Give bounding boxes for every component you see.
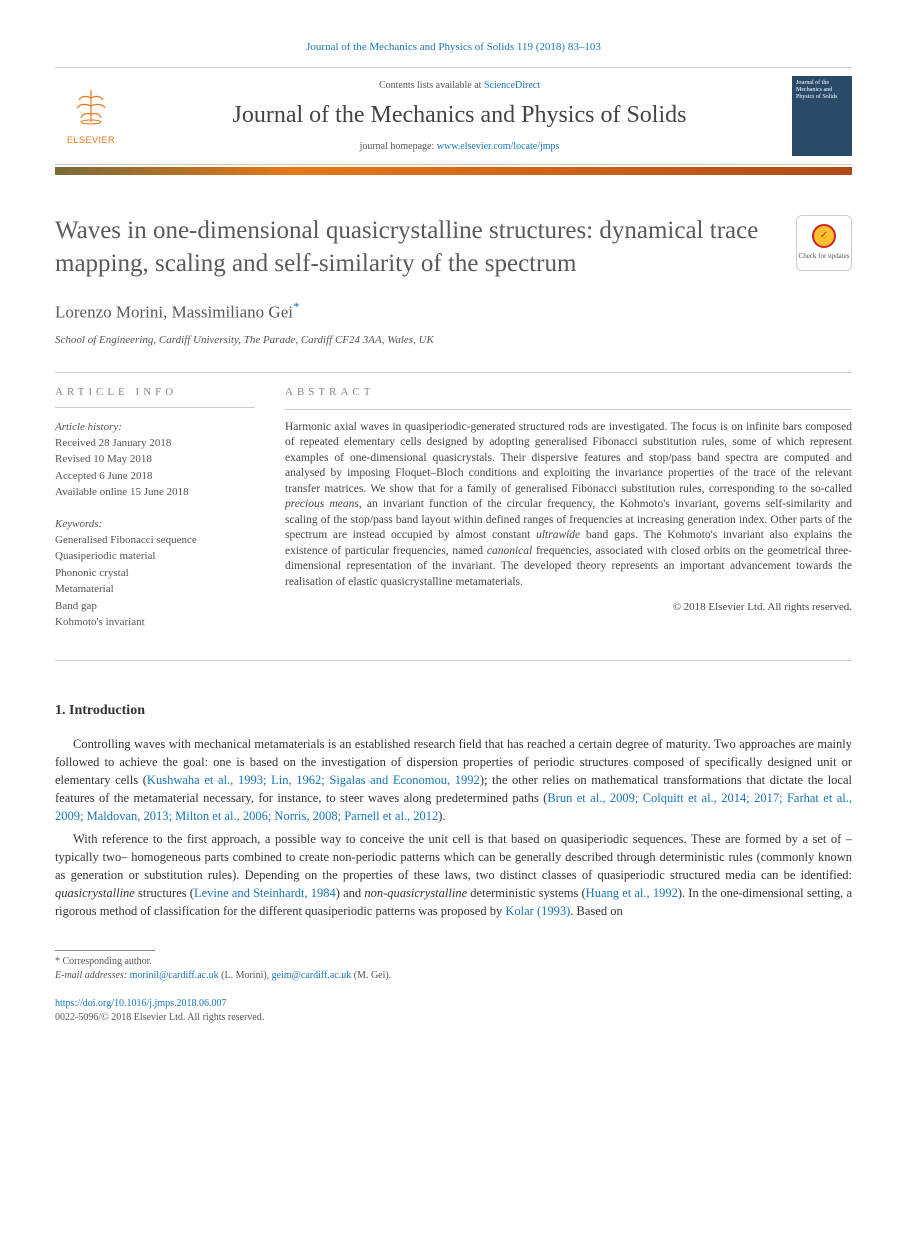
email-link[interactable]: morinil@cardiff.ac.uk bbox=[130, 970, 219, 981]
abs-em: ultrawide bbox=[536, 529, 580, 541]
intro-para-1: Controlling waves with mechanical metama… bbox=[55, 735, 852, 826]
keyword: Metamaterial bbox=[55, 582, 255, 597]
intro-para-2: With reference to the first approach, a … bbox=[55, 830, 852, 921]
citation-link[interactable]: Journal of the Mechanics and Physics of … bbox=[306, 41, 601, 53]
abs-em: canonical bbox=[487, 545, 532, 557]
p1-text: ). bbox=[438, 809, 445, 823]
journal-title: Journal of the Mechanics and Physics of … bbox=[127, 99, 792, 133]
elsevier-tree-icon bbox=[71, 86, 111, 132]
sciencedirect-link[interactable]: ScienceDirect bbox=[484, 80, 540, 91]
citation-bar: Journal of the Mechanics and Physics of … bbox=[55, 40, 852, 67]
p2-text: ) and bbox=[336, 886, 365, 900]
doi-link[interactable]: https://doi.org/10.1016/j.jmps.2018.06.0… bbox=[55, 998, 227, 1009]
abstract-copyright: © 2018 Elsevier Ltd. All rights reserved… bbox=[285, 600, 852, 615]
info-rule bbox=[55, 407, 255, 408]
abs-em: precious means bbox=[285, 498, 359, 510]
cover-thumb-title: Journal of the Mechanics and Physics of … bbox=[796, 80, 848, 100]
article-title: Waves in one-dimensional quasicrystallin… bbox=[55, 215, 776, 280]
citation-link[interactable]: Kolar (1993) bbox=[505, 904, 570, 918]
abs-part: Harmonic axial waves in quasiperiodic-ge… bbox=[285, 421, 852, 495]
abstract-text: Harmonic axial waves in quasiperiodic-ge… bbox=[285, 409, 852, 591]
abstract-label: ABSTRACT bbox=[285, 385, 852, 400]
article-history: Article history: Received 28 January 201… bbox=[55, 420, 255, 501]
page-footer: https://doi.org/10.1016/j.jmps.2018.06.0… bbox=[55, 997, 852, 1025]
p2-em: quasicrystalline bbox=[55, 886, 135, 900]
keyword: Band gap bbox=[55, 599, 255, 614]
intro-heading: 1. Introduction bbox=[55, 701, 852, 721]
corresponding-text: Corresponding author. bbox=[63, 956, 152, 967]
history-line: Available online 15 June 2018 bbox=[55, 485, 255, 500]
citation-link[interactable]: Huang et al., 1992 bbox=[586, 886, 678, 900]
introduction-section: 1. Introduction Controlling waves with m… bbox=[55, 701, 852, 920]
keywords-heading: Keywords: bbox=[55, 517, 255, 532]
email-name: (L. Morini), bbox=[221, 970, 269, 981]
history-heading: Article history: bbox=[55, 420, 255, 435]
masthead: ELSEVIER Contents lists available at Sci… bbox=[55, 67, 852, 165]
issn-copyright: 0022-5096/© 2018 Elsevier Ltd. All right… bbox=[55, 1011, 852, 1025]
homepage-prefix: journal homepage: bbox=[360, 141, 437, 152]
footnote-rule bbox=[55, 950, 155, 951]
gradient-bar bbox=[55, 167, 852, 175]
masthead-center: Contents lists available at ScienceDirec… bbox=[127, 79, 792, 155]
email-link[interactable]: geim@cardiff.ac.uk bbox=[272, 970, 352, 981]
elsevier-label: ELSEVIER bbox=[67, 134, 115, 147]
check-updates-label: Check for updates bbox=[799, 252, 850, 262]
affiliation: School of Engineering, Cardiff Universit… bbox=[55, 333, 776, 348]
info-top-rule bbox=[55, 372, 852, 373]
footnote-block: * Corresponding author. E-mail addresses… bbox=[55, 955, 852, 983]
email-line: E-mail addresses: morinil@cardiff.ac.uk … bbox=[55, 969, 852, 983]
check-updates-icon: ✓ bbox=[812, 224, 836, 248]
email-name: (M. Gei). bbox=[354, 970, 392, 981]
journal-homepage: journal homepage: www.elsevier.com/locat… bbox=[127, 140, 792, 154]
p2-text: . Based on bbox=[570, 904, 622, 918]
keyword: Phononic crystal bbox=[55, 566, 255, 581]
homepage-link[interactable]: www.elsevier.com/locate/jmps bbox=[437, 141, 560, 152]
emails-label: E-mail addresses: bbox=[55, 970, 127, 981]
keyword: Kohmoto's invariant bbox=[55, 615, 255, 630]
keyword: Quasiperiodic material bbox=[55, 549, 255, 564]
history-line: Accepted 6 June 2018 bbox=[55, 469, 255, 484]
astk-icon: * bbox=[55, 956, 63, 967]
info-bottom-rule bbox=[55, 660, 852, 661]
contents-prefix: Contents lists available at bbox=[379, 80, 484, 91]
citation-link[interactable]: Kushwaha et al., 1993; Lin, 1962; Sigala… bbox=[147, 773, 480, 787]
article-info-label: ARTICLE INFO bbox=[55, 385, 255, 400]
keyword: Generalised Fibonacci sequence bbox=[55, 533, 255, 548]
history-line: Revised 10 May 2018 bbox=[55, 452, 255, 467]
corresponding-marker: * bbox=[293, 299, 300, 314]
p2-text: With reference to the first approach, a … bbox=[55, 832, 852, 882]
author-names: Lorenzo Morini, Massimiliano Gei bbox=[55, 303, 293, 322]
journal-cover-thumbnail[interactable]: Journal of the Mechanics and Physics of … bbox=[792, 76, 852, 156]
check-updates-button[interactable]: ✓ Check for updates bbox=[796, 215, 852, 271]
history-line: Received 28 January 2018 bbox=[55, 436, 255, 451]
author-list: Lorenzo Morini, Massimiliano Gei* bbox=[55, 298, 776, 324]
p2-text: structures ( bbox=[135, 886, 194, 900]
corresponding-note: * Corresponding author. bbox=[55, 955, 852, 969]
elsevier-logo[interactable]: ELSEVIER bbox=[55, 77, 127, 155]
p2-text: deterministic systems ( bbox=[467, 886, 586, 900]
keywords-block: Keywords: Generalised Fibonacci sequence… bbox=[55, 517, 255, 631]
citation-link[interactable]: Levine and Steinhardt, 1984 bbox=[194, 886, 336, 900]
contents-list-text: Contents lists available at ScienceDirec… bbox=[127, 79, 792, 93]
p2-em: non-quasicrystalline bbox=[364, 886, 467, 900]
